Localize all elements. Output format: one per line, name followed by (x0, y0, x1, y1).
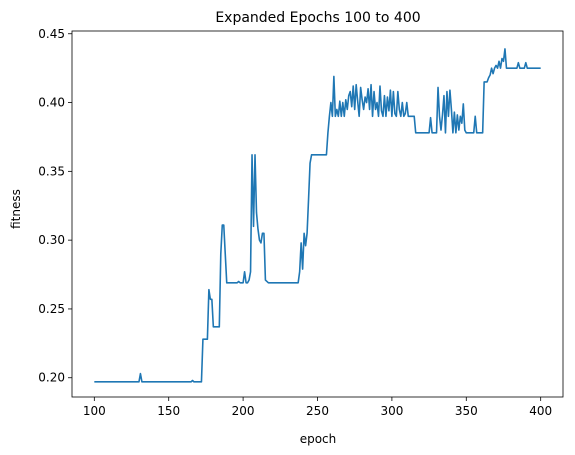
x-tick-label: 250 (306, 404, 329, 418)
x-tick-label: 200 (232, 404, 255, 418)
chart-title: Expanded Epochs 100 to 400 (215, 10, 420, 26)
ticks-layer: 100 150 200 250 300 350 400 0.20 0.25 0.30 0.35 0.4… (38, 27, 552, 418)
x-tick-label: 150 (157, 404, 180, 418)
y-tick-label: 0.45 (38, 27, 65, 41)
x-axis-label: epoch (300, 432, 337, 446)
x-tick-label: 350 (455, 404, 478, 418)
y-tick-label: 0.25 (38, 302, 65, 316)
y-tick-label: 0.40 (38, 96, 65, 110)
y-axis-label: fitness (9, 189, 23, 229)
series-layer (94, 48, 541, 383)
x-tick-label: 400 (529, 404, 552, 418)
fitness-series-line-0 (94, 48, 541, 383)
plot-area-frame (71, 30, 564, 398)
x-tick-label: 300 (380, 404, 403, 418)
x-tick-label: 100 (83, 404, 106, 418)
y-tick-label: 0.30 (38, 233, 65, 247)
y-tick-label: 0.35 (38, 164, 65, 178)
y-tick-label: 0.20 (38, 371, 65, 385)
